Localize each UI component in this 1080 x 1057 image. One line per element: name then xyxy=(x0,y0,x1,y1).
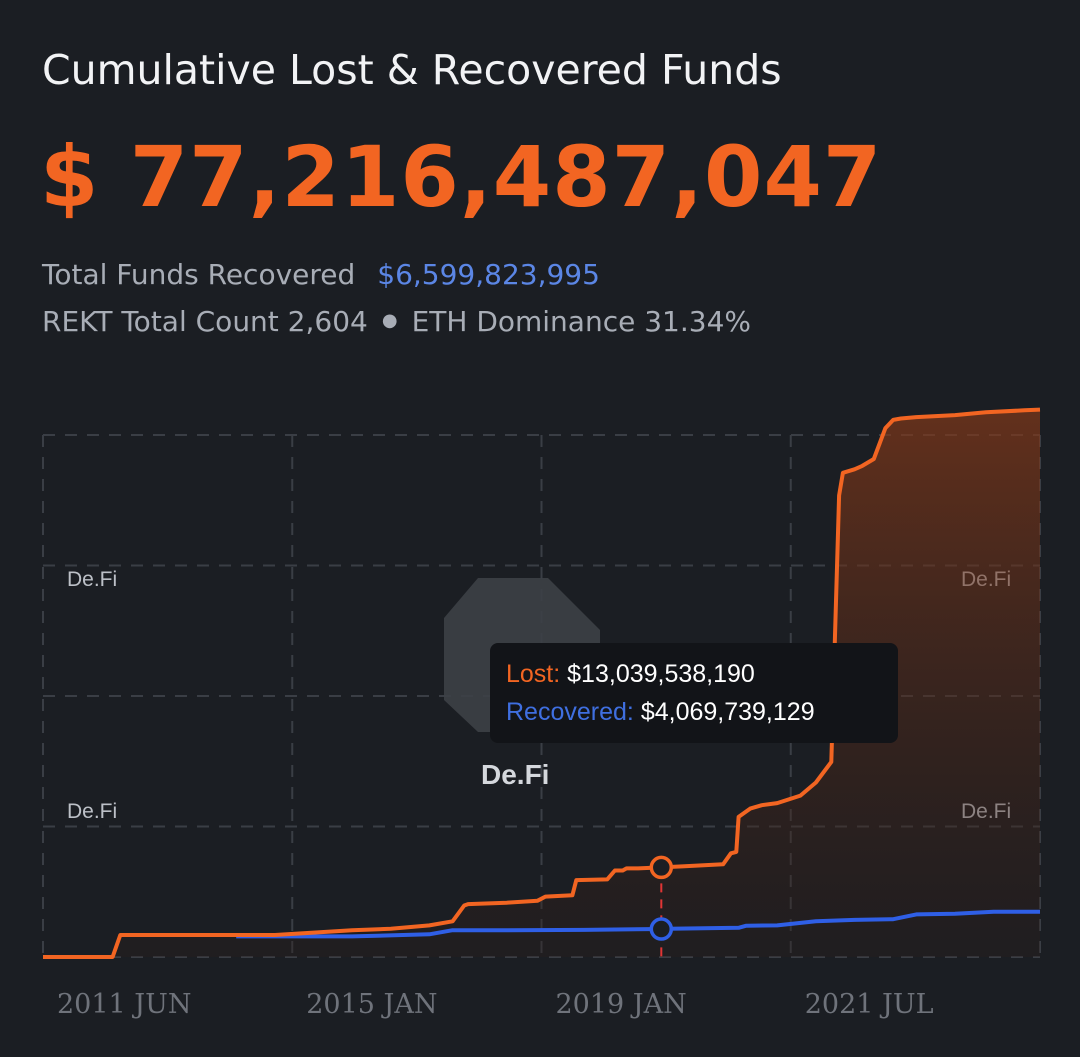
x-axis-labels: 2011 JUN 2015 JAN 2019 JAN 2021 JUL xyxy=(57,989,934,1020)
tooltip-lost-row: Lost: $13,039,538,190 xyxy=(506,655,882,693)
chart-tooltip: Lost: $13,039,538,190 Recovered: $4,069,… xyxy=(490,643,898,743)
tooltip-lost-label: Lost: xyxy=(506,660,561,688)
recovered-label: Total Funds Recovered xyxy=(42,258,356,291)
count-summary: REKT Total Count 2,604 ● ETH Dominance 31.… xyxy=(42,305,751,338)
total-lost-value: $ 77,216,487,047 xyxy=(40,128,883,226)
x-tick-label: 2011 JUN xyxy=(57,989,192,1020)
eth-dominance-label: ETH Dominance 31.34% xyxy=(411,305,751,338)
lost-line xyxy=(43,407,1041,959)
recovered-line xyxy=(236,909,1040,939)
separator-dot-icon: ● xyxy=(381,309,398,331)
watermark-text: De.Fi xyxy=(67,800,117,823)
tooltip-recovered-value: $4,069,739,129 xyxy=(640,698,815,726)
lost-area xyxy=(43,409,1040,958)
watermark-brand: De.Fi xyxy=(481,759,549,790)
x-tick-label: 2015 JAN xyxy=(306,989,437,1020)
recovered-value: $6,599,823,995 xyxy=(377,258,600,291)
watermark-text: De.Fi xyxy=(67,568,117,591)
tooltip-recovered-row: Recovered: $4,069,739,129 xyxy=(506,693,882,731)
recovered-summary: Total Funds Recovered $6,599,823,995 xyxy=(42,258,600,291)
hover-point-recovered xyxy=(649,917,674,941)
x-tick-label: 2021 JUL xyxy=(805,989,934,1020)
x-tick-label: 2019 JAN xyxy=(556,989,687,1020)
page-title: Cumulative Lost & Recovered Funds xyxy=(42,46,782,94)
tooltip-recovered-label: Recovered: xyxy=(506,698,634,726)
tooltip-lost-value: $13,039,538,190 xyxy=(567,660,755,688)
hover-point-lost xyxy=(649,855,674,880)
rekt-count-label: REKT Total Count 2,604 xyxy=(42,305,368,338)
